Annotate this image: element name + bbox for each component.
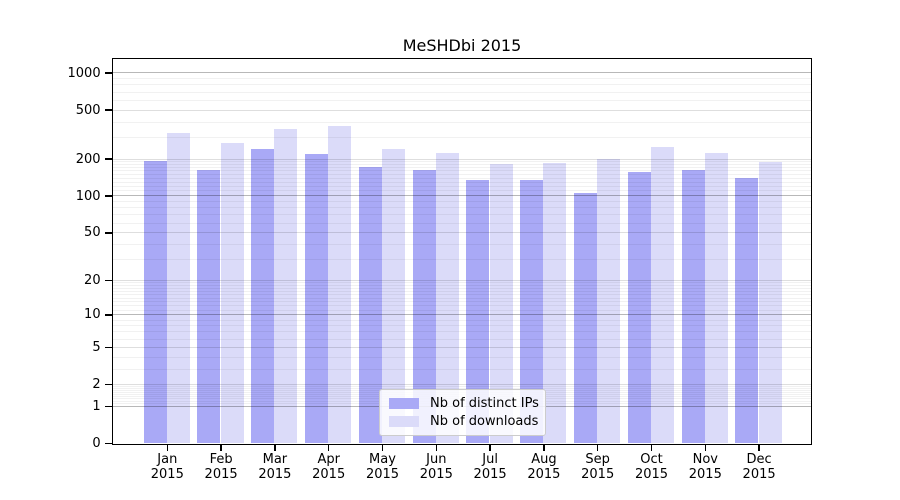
x-tick-label-mar: Mar 2015 (258, 452, 292, 482)
bar-ips-apr (304, 153, 329, 443)
legend-swatch-downloads (389, 416, 419, 427)
x-tick-may (381, 445, 384, 451)
y-tick-100 (104, 195, 112, 197)
bar-downloads-nov (704, 152, 728, 443)
legend-swatch-distinct-ips (389, 398, 419, 409)
bar-ips-may (358, 166, 382, 443)
plot-area: Nb of distinct IPs Nb of downloads (112, 58, 812, 445)
bar-downloads-oct (650, 147, 675, 443)
x-tick-label-dec: Dec 2015 (742, 452, 776, 482)
legend-label-downloads: Nb of downloads (430, 414, 539, 429)
bar-ips-jul (466, 180, 490, 443)
y-tick-1 (104, 405, 112, 408)
x-tick-label-may: May 2015 (365, 452, 400, 482)
bar-ips-feb (197, 170, 221, 443)
x-tick-nov (704, 445, 707, 451)
y-tick-1000 (104, 72, 112, 74)
bar-ips-jun (412, 170, 436, 443)
y-tick-label-2: 2 (92, 377, 101, 393)
legend-row-downloads: Nb of downloads (389, 414, 539, 429)
y-tick-0 (104, 442, 112, 445)
x-tick-label-jan: Jan 2015 (150, 452, 184, 482)
x-tick-oct (650, 445, 653, 451)
y-tick-2 (104, 383, 112, 386)
x-tick-label-feb: Feb 2015 (204, 452, 238, 482)
bars-layer (113, 59, 811, 444)
bar-ips-nov (681, 169, 705, 443)
bar-downloads-apr (328, 125, 352, 443)
y-tick-10 (104, 314, 112, 316)
legend-label-distinct-ips: Nb of distinct IPs (430, 396, 539, 411)
y-tick-20 (104, 279, 112, 282)
bar-downloads-jan (166, 133, 190, 443)
x-tick-feb (220, 445, 222, 451)
y-tick-label-1: 1 (92, 398, 101, 414)
bar-ips-aug (520, 180, 544, 443)
bar-ips-dec (735, 177, 759, 443)
x-tick-label-apr: Apr 2015 (312, 452, 346, 482)
bar-ips-oct (627, 171, 651, 443)
bar-downloads-aug (543, 163, 567, 443)
y-tick-label-0: 0 (92, 436, 101, 452)
x-tick-label-aug: Aug 2015 (527, 452, 561, 482)
y-tick-label-10: 10 (84, 307, 101, 323)
bar-downloads-dec (758, 161, 782, 443)
bar-downloads-feb (220, 142, 244, 443)
x-tick-label-jun: Jun 2015 (419, 452, 453, 482)
bar-downloads-sep (597, 159, 621, 443)
bar-ips-sep (573, 193, 598, 443)
y-tick-500 (104, 109, 112, 111)
x-tick-label-oct: Oct 2015 (634, 452, 669, 482)
y-tick-label-50: 50 (84, 225, 101, 241)
x-tick-aug (543, 445, 545, 451)
x-tick-jul (489, 445, 491, 451)
x-tick-jan (166, 445, 169, 451)
x-tick-jun (435, 445, 438, 451)
chart-title: MeSHDbi 2015 (402, 36, 522, 55)
y-tick-label-100: 100 (75, 188, 101, 204)
y-tick-5 (104, 346, 112, 349)
y-tick-label-500: 500 (75, 102, 101, 118)
y-tick-label-20: 20 (84, 272, 101, 288)
x-tick-dec (758, 445, 760, 451)
y-tick-label-1000: 1000 (67, 65, 101, 81)
y-tick-label-200: 200 (75, 151, 101, 167)
bar-downloads-may (381, 149, 406, 443)
x-tick-apr (327, 445, 330, 451)
y-tick-50 (104, 231, 112, 234)
bar-downloads-mar (274, 128, 298, 443)
bar-downloads-jul (489, 163, 513, 443)
x-tick-label-sep: Sep 2015 (581, 452, 615, 482)
legend: Nb of distinct IPs Nb of downloads (379, 389, 546, 436)
x-tick-mar (274, 445, 276, 451)
bar-downloads-jun (435, 153, 459, 443)
y-tick-200 (104, 158, 112, 160)
x-tick-label-jul: Jul 2015 (473, 452, 507, 482)
bar-ips-jan (143, 161, 167, 443)
legend-row-ips: Nb of distinct IPs (389, 396, 539, 411)
y-tick-label-5: 5 (92, 339, 101, 355)
x-tick-sep (596, 445, 599, 451)
x-tick-label-nov: Nov 2015 (688, 452, 722, 482)
bar-ips-mar (251, 149, 275, 443)
